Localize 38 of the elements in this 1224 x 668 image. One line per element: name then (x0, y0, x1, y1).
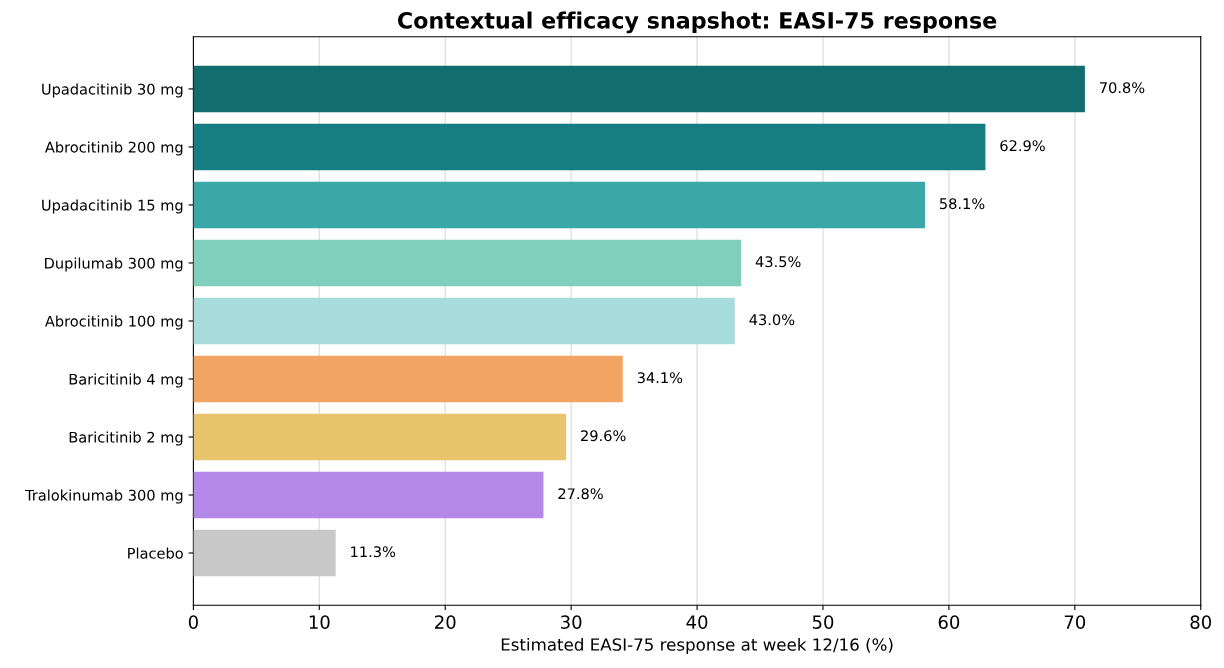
data-label: 27.8% (558, 488, 603, 500)
y-tick-label: Abrocitinib 200 mg (45, 141, 183, 156)
data-label: 62.9% (1000, 140, 1045, 152)
y-tick-label: Baricitinib 4 mg (69, 373, 183, 388)
x-tick-label: 30 (561, 615, 582, 629)
bar (193, 239, 742, 287)
data-label: 29.6% (581, 430, 626, 442)
data-label: 43.5% (755, 256, 801, 268)
x-tick-label: 0 (188, 615, 198, 629)
bar (193, 471, 544, 519)
bar (193, 123, 986, 171)
y-tick-label: Abrocitinib 100 mg (45, 315, 183, 330)
data-label: 34.1% (637, 372, 683, 384)
bar (193, 297, 735, 345)
y-tick-label: Placebo (128, 547, 183, 559)
x-tick-label: 40 (686, 615, 708, 629)
x-tick-label: 20 (435, 615, 456, 629)
x-axis-title: Estimated EASI-75 response at week 12/16 (%) (501, 637, 893, 655)
bar (193, 181, 925, 229)
y-tick-label: Tralokinumab 300 mg (25, 489, 183, 504)
y-tick-label: Baricitinib 2 mg (69, 431, 183, 446)
data-label: 43.0% (749, 314, 795, 326)
bar (193, 529, 336, 577)
data-label: 58.1% (940, 198, 985, 210)
bar (193, 65, 1085, 113)
x-tick-label: 10 (309, 615, 330, 629)
y-tick-label: Upadacitinib 30 mg (42, 83, 183, 98)
x-tick-label: 60 (938, 615, 960, 629)
bar (193, 413, 567, 461)
y-tick-label: Upadacitinib 15 mg (42, 199, 183, 214)
chart-title: Contextual efficacy snapshot: EASI-75 response (397, 11, 997, 34)
y-tick-label: Dupilumab 300 mg (45, 257, 183, 272)
x-tick-label: 50 (812, 615, 834, 629)
x-tick-label: 70 (1064, 615, 1086, 629)
bar (193, 355, 623, 403)
data-label: 70.8% (1099, 82, 1145, 94)
data-label: 11.3% (351, 546, 396, 558)
x-tick-label: 80 (1190, 615, 1212, 629)
